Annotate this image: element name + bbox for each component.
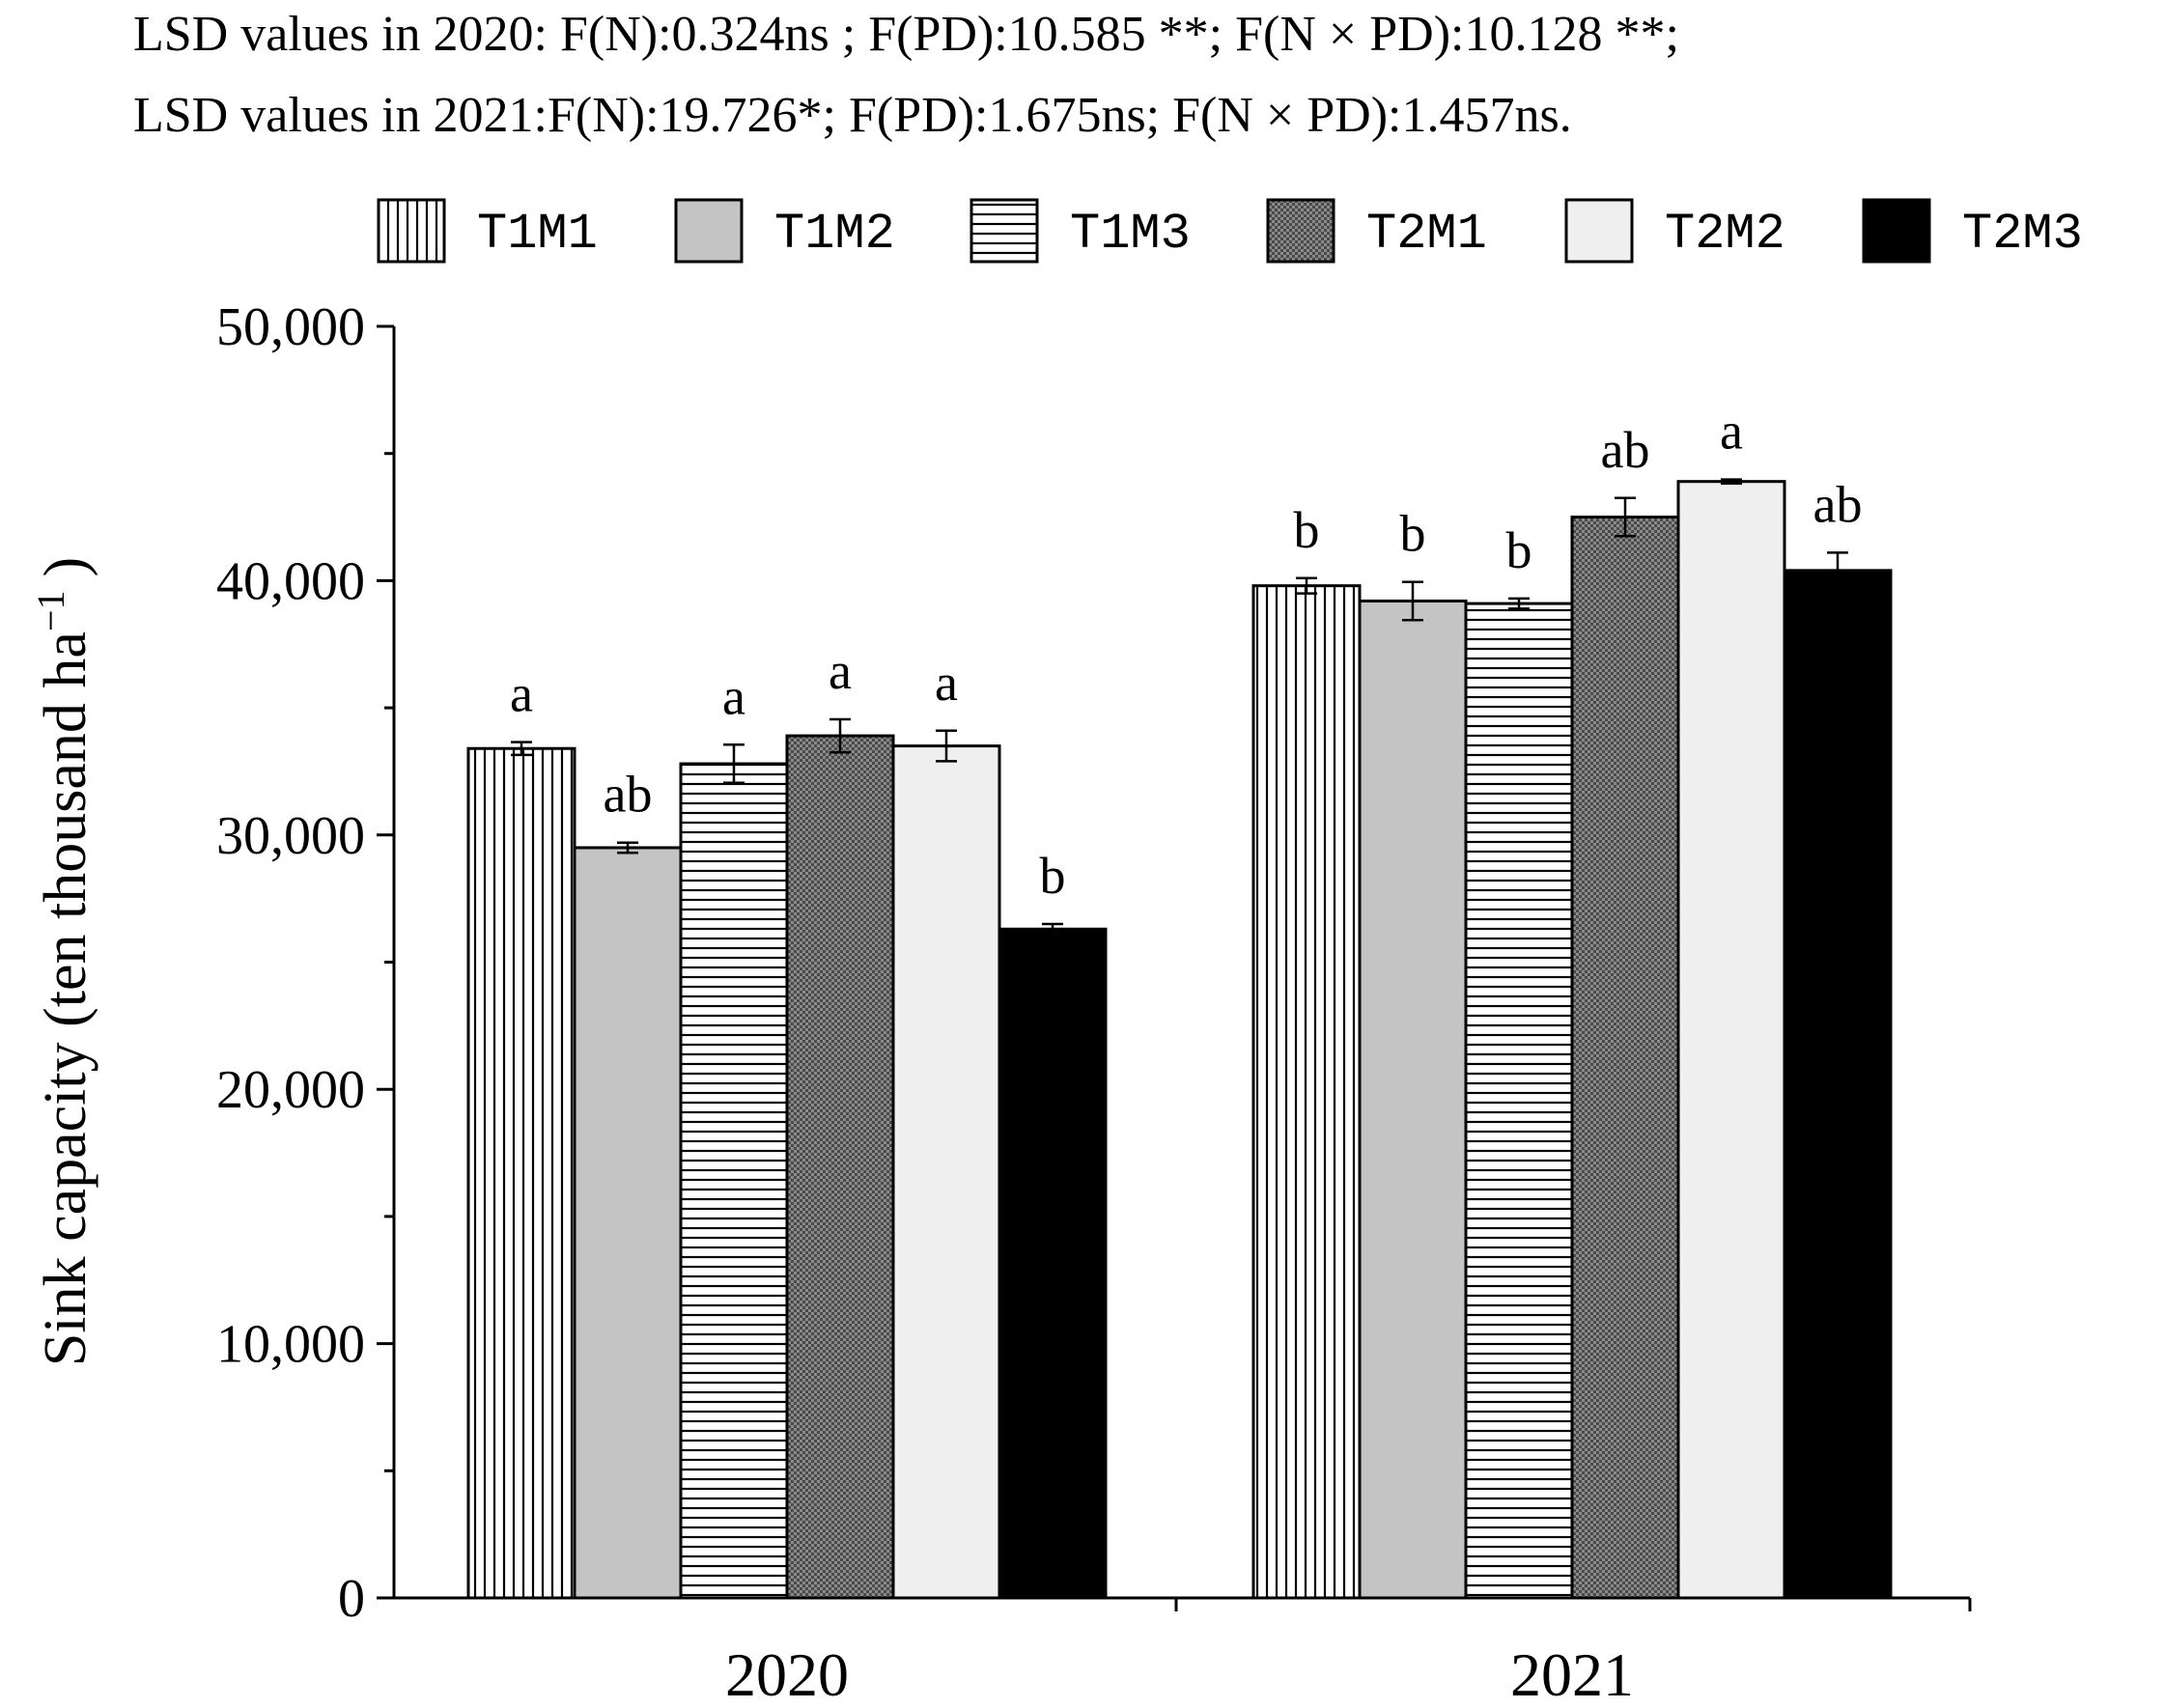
error-bar [1508, 597, 1530, 610]
y-axis-label-sup: −1 [29, 591, 72, 632]
legend-item: T2M1 [1266, 198, 1487, 264]
significance-letter: a [829, 642, 852, 700]
bar [1358, 599, 1468, 1600]
bar [1676, 480, 1786, 1600]
legend-item: T1M2 [674, 198, 895, 264]
bar [891, 744, 1001, 1600]
error-bar [1042, 922, 1063, 936]
error-bar [829, 717, 851, 754]
error-bar [1402, 580, 1423, 622]
title-line-2: LSD values in 2021:F(N):19.726*; F(PD):1… [133, 88, 1572, 143]
significance-letter: a [722, 667, 745, 725]
legend-label: T1M3 [1070, 206, 1191, 263]
x-tick-labels: 2020 2021 [725, 1598, 1972, 1708]
bar [785, 734, 895, 1600]
y-tick-label: 20,000 [216, 1060, 365, 1120]
significance-letter: b [1294, 501, 1320, 559]
legend-label: T1M1 [477, 206, 598, 263]
error-bar [1615, 496, 1636, 538]
significance-letter: b [1040, 847, 1066, 905]
y-axis-label-close: ) [33, 557, 98, 577]
legend: T1M1 T1M2 T1M3 T2M1 T2M2 T2M3 [377, 198, 2083, 264]
y-tick-label: 30,000 [216, 806, 365, 866]
legend-label: T2M3 [1962, 206, 2083, 263]
x-tick-label: 2021 [1510, 1640, 1634, 1708]
x-tick-label: 2020 [725, 1640, 849, 1708]
significance-letter: b [1506, 521, 1532, 579]
legend-item: T2M3 [1862, 198, 2083, 264]
significance-letter: b [1400, 505, 1426, 563]
legend-swatch [674, 198, 744, 264]
bar [466, 746, 576, 1600]
y-ticks: 0 10,000 20,000 30,000 40,000 50,000 [216, 297, 394, 1629]
legend-item: T2M2 [1564, 198, 1785, 264]
significance-letter: ab [1601, 421, 1650, 479]
error-bar [1827, 551, 1848, 590]
legend-label: T1M2 [774, 206, 895, 263]
significance-letter: ab [604, 766, 653, 824]
error-bar [1721, 478, 1742, 486]
error-bar [617, 841, 638, 854]
error-bar [723, 743, 745, 785]
bar [1251, 584, 1362, 1600]
bar [1464, 602, 1574, 1600]
legend-swatch [1862, 198, 1931, 264]
bar [1570, 516, 1680, 1600]
title-line-1: LSD values in 2020: F(N):0.324ns ; F(PD)… [133, 7, 1679, 62]
y-axis-label: Sink capacity (ten thousand ha−1) [29, 557, 98, 1366]
legend-swatch [970, 198, 1039, 264]
error-bar [511, 741, 532, 757]
y-tick-label: 10,000 [216, 1315, 365, 1375]
y-tick-label: 50,000 [216, 297, 365, 357]
legend-swatch [1564, 198, 1634, 264]
significance-letter: a [510, 665, 533, 723]
legend-swatch [1266, 198, 1335, 264]
legend-item: T1M1 [377, 198, 598, 264]
significance-letter: a [1720, 403, 1743, 461]
legend-swatch [377, 198, 446, 264]
error-bar [1296, 576, 1317, 595]
legend-label: T2M1 [1366, 206, 1487, 263]
legend-label: T2M2 [1665, 206, 1785, 263]
error-bar [936, 729, 957, 763]
y-tick-label: 0 [338, 1569, 365, 1629]
bar [998, 927, 1108, 1600]
significance-letter: ab [1813, 475, 1863, 533]
bar [1783, 569, 1893, 1600]
bar [573, 846, 683, 1600]
y-tick-label: 40,000 [216, 551, 365, 611]
significance-letter: a [935, 654, 958, 712]
y-axis-label-main: Sink capacity (ten thousand ha [33, 631, 98, 1366]
bar [679, 762, 789, 1600]
legend-item: T1M3 [970, 198, 1191, 264]
